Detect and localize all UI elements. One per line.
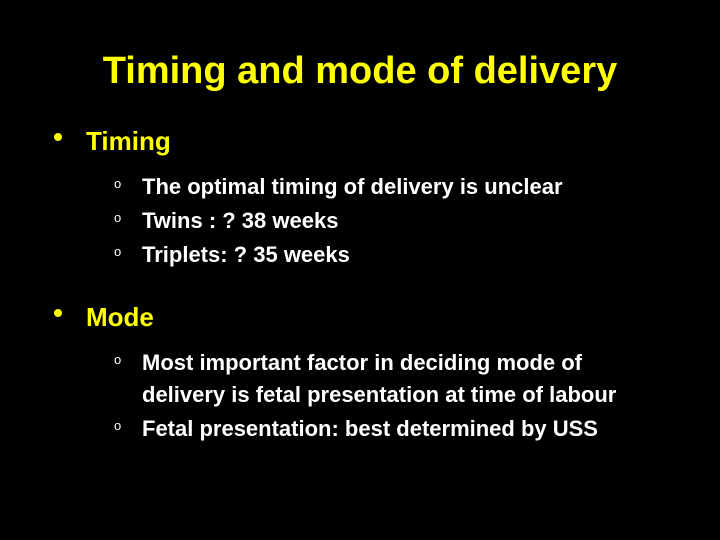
list-item: o Fetal presentation: best determined by… [114, 413, 670, 445]
list-item-text: Fetal presentation: best determined by U… [142, 416, 598, 441]
bullet-dot-icon [54, 133, 62, 141]
sub-bullet-marker: o [114, 243, 121, 262]
list-item-text: Most important factor in deciding mode o… [142, 350, 616, 407]
sub-bullet-list: o Most important factor in deciding mode… [114, 347, 670, 445]
list-item-text: Triplets: ? 35 weeks [142, 242, 350, 267]
list-item-text: Twins : ? 38 weeks [142, 208, 338, 233]
sub-bullet-marker: o [114, 351, 121, 370]
section-mode: Mode o Most important factor in deciding… [50, 299, 670, 445]
sub-bullet-marker: o [114, 209, 121, 228]
sub-bullet-marker: o [114, 175, 121, 194]
list-item: o The optimal timing of delivery is uncl… [114, 171, 670, 203]
list-item-text: The optimal timing of delivery is unclea… [142, 174, 563, 199]
slide-title: Timing and mode of delivery [50, 50, 670, 93]
list-item: o Most important factor in deciding mode… [114, 347, 670, 411]
slide: Timing and mode of delivery Timing o The… [0, 0, 720, 540]
bullet-dot-icon [54, 309, 62, 317]
list-item: o Triplets: ? 35 weeks [114, 239, 670, 271]
section-label: Mode [86, 302, 154, 332]
sub-bullet-marker: o [114, 417, 121, 436]
section-label: Timing [86, 126, 171, 156]
sub-bullet-list: o The optimal timing of delivery is uncl… [114, 171, 670, 271]
list-item: o Twins : ? 38 weeks [114, 205, 670, 237]
section-timing: Timing o The optimal timing of delivery … [50, 123, 670, 271]
bullet-list-level1: Timing o The optimal timing of delivery … [50, 123, 670, 445]
